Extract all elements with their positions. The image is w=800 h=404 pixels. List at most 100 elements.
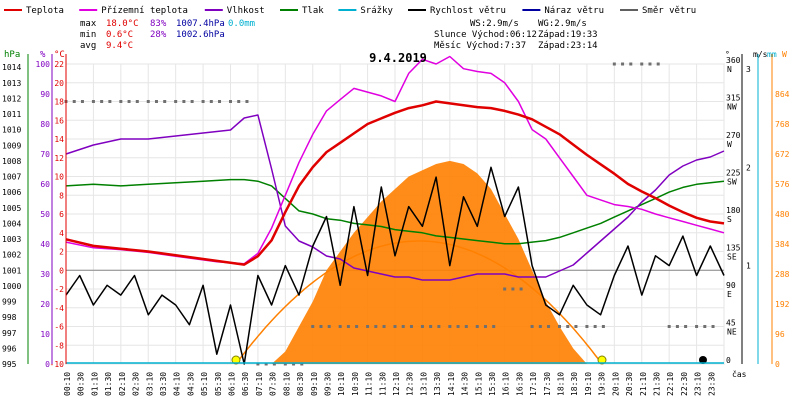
tick-x: 01:30 [104,372,113,396]
wind-direction-mark [684,325,688,328]
wind-direction-mark [300,362,304,366]
tick-dir: 45 [726,319,736,328]
tick-x: 14:10 [447,372,456,396]
stat-min-press: 1002.6hPa [176,30,225,40]
wind-direction-mark [629,62,633,66]
wind-direction-mark [264,362,268,366]
wind-direction-mark [483,325,487,328]
tick-w: 288 [775,270,790,279]
tick-c: -10 [50,360,65,369]
stat-max-press: 1007.4hPa [176,19,225,29]
wind-direction-mark [355,325,359,328]
tick-x: 08:30 [296,372,305,396]
tick-c: 10 [54,173,64,182]
tick-hpa: 999 [2,298,17,307]
wind-direction-mark [437,325,441,328]
stat-avg-temp: 9.4°C [106,41,133,51]
wind-direction-mark [146,100,150,103]
series-tlak [65,178,725,245]
tick-x: 23:10 [694,372,703,396]
tick-x: 13:30 [433,372,442,396]
tick-hpa: 1001 [2,266,21,275]
tick-x: 10:10 [337,372,346,396]
axis-unit-ms: m/s [753,50,768,59]
axis-unit-dir: ° [725,50,730,59]
tick-pct: 30 [40,270,50,279]
wind-direction-mark [475,325,479,328]
tick-x: 11:10 [365,372,374,396]
tick-c: 20 [54,79,64,88]
tick-w: 480 [775,210,790,219]
sunset-marker [597,355,607,365]
tick-pct: 70 [40,150,50,159]
wind-direction-mark [492,325,496,328]
wind-direction-mark [374,325,378,328]
wind-direction-mark [256,362,260,366]
tick-x: 13:10 [419,372,428,396]
tick-hpa: 1000 [2,282,21,291]
tick-x: 10:30 [351,372,360,396]
tick-x: 16:10 [502,372,511,396]
wind-direction-mark [574,325,578,328]
tick-hpa: 1014 [2,63,21,72]
tick-dir-compass: NW [727,103,737,112]
wind-direction-mark [154,100,158,103]
tick-pct: 0 [45,360,50,369]
wind-direction-mark [429,325,433,328]
tick-pct: 40 [40,240,50,249]
wind-direction-mark [547,325,551,328]
wind-direction-mark [519,287,523,291]
tick-ms: 3 [746,65,751,74]
tick-x: 18:30 [570,372,579,396]
tick-dir-compass: NE [727,328,737,337]
stat-max-temp: 18.0°C [106,19,139,29]
series-rychlost-vetru [65,166,725,365]
legend-label: Rychlost větru [430,6,506,16]
wind-direction-mark [640,62,644,66]
tick-pct: 10 [40,330,50,339]
legend-label: Náraz větru [544,6,604,16]
tick-x: 14:30 [461,372,470,396]
wind-direction-mark [338,325,342,328]
wind-direction-mark [420,325,424,328]
stat-max-rain: 0.0mm [228,19,255,29]
tick-c: 6 [59,210,64,219]
tick-x: 07:30 [269,372,278,396]
tick-pct: 60 [40,180,50,189]
tick-x: 08:10 [282,372,291,396]
tick-dir: 180 [726,206,741,215]
wind-direction-mark [601,325,605,328]
stat-max-label: max [80,19,97,29]
legend-label: Teplota [26,6,64,16]
wind-direction-mark [272,362,276,366]
wind-direction-mark [100,100,104,103]
wind-direction-mark [245,100,249,103]
wind-direction-mark [695,325,699,328]
tick-hpa: 1013 [2,79,21,88]
info-wind-gust: WG:2.9m/s [538,19,587,29]
wind-direction-mark [558,325,561,328]
wind-direction-mark [503,287,507,291]
wind-direction-mark [292,362,296,366]
tick-w: 864 [775,90,790,99]
sunrise-marker [231,355,241,365]
tick-x: 22:30 [680,372,689,396]
tick-c: -2 [54,285,64,294]
wind-direction-mark [119,100,123,103]
tick-c: 18 [54,98,64,107]
tick-x: 02:10 [118,372,127,396]
tick-x: 19:30 [598,372,607,396]
tick-dir: 315 [726,94,741,103]
wind-direction-mark [72,100,76,103]
axis-unit-c: °C [54,50,65,60]
wind-direction-mark [91,100,95,103]
tick-pct: 90 [40,90,50,99]
tick-x: 16:30 [515,372,524,396]
wind-direction-mark [182,100,186,103]
tick-x: 00:30 [77,372,86,396]
wind-direction-mark [80,100,84,103]
legend-label: Směr větru [642,6,696,16]
tick-pct: 80 [40,120,50,129]
